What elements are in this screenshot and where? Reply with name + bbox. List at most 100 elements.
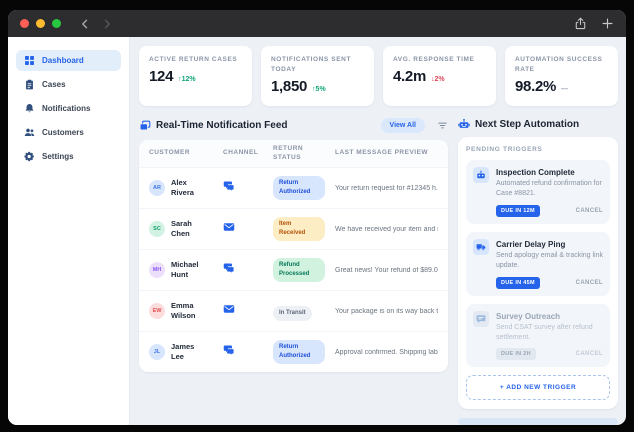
customer-name: James Lee (171, 341, 195, 361)
column-header-last-message: LAST MESSAGE PREVIEW (335, 149, 429, 157)
stat-cards-row: ACTIVE RETURN CASES 124 ↑12% NOTIFICATIO… (139, 46, 618, 106)
truck-icon (473, 238, 489, 255)
stat-card-notifications-sent: NOTIFICATIONS SENT TODAY 1,850 ↑5% (261, 46, 374, 106)
trigger-card-survey-outreach[interactable]: Survey Outreach Send CSAT survey after r… (466, 303, 610, 368)
stat-delta: ↑5% (312, 85, 326, 93)
table-header-row: CUSTOMER CHANNEL RETURN STATUS LAST MESS… (139, 140, 448, 167)
return-status-badge: Item Received (273, 217, 325, 241)
mail-channel-icon (223, 305, 235, 313)
sidebar-item-label: Settings (42, 152, 74, 161)
sidebar-item-label: Notifications (42, 104, 91, 113)
table-row[interactable]: SC Sarah Chen Item Received We have rece… (139, 208, 448, 249)
return-status-badge: Return Authorized (273, 340, 325, 364)
zoom-window-button[interactable] (52, 19, 61, 28)
stat-card-avg-response-time: AVG. RESPONSE TIME 4.2m ↓2% (383, 46, 496, 106)
stat-value: 1,850 (271, 77, 308, 95)
stat-card-automation-success-rate: AUTOMATION SUCCESS RATE 98.2% — (505, 46, 618, 106)
avatar: EW (149, 303, 165, 319)
due-badge: DUE IN 2H (496, 348, 536, 361)
channel-cell (223, 220, 273, 238)
trigger-title: Survey Outreach (496, 311, 561, 321)
column-header-channel: CHANNEL (223, 149, 259, 157)
return-status-badge: Return Authorized (273, 176, 325, 200)
trigger-description: Automated refund confirmation for Case #… (496, 180, 602, 197)
bell-icon (25, 103, 34, 113)
trigger-card-inspection-complete[interactable]: Inspection Complete Automated refund con… (466, 160, 610, 224)
avatar: AR (149, 180, 165, 196)
titlebar (8, 10, 626, 37)
dashboard-grid-icon (25, 56, 34, 65)
robot-icon (458, 118, 470, 128)
add-new-trigger-button[interactable]: + ADD NEW TRIGGER (466, 375, 610, 401)
collapsed-bottom-card (458, 418, 618, 425)
share-icon[interactable] (574, 17, 587, 30)
stat-label: AUTOMATION SUCCESS RATE (515, 56, 603, 73)
table-row[interactable]: EW Emma Wilson In Transit Your package i… (139, 290, 448, 331)
app-window: Dashboard Cases Notifications Customers (8, 10, 626, 425)
pending-triggers-card: PENDING TRIGGERS Inspection Complete Aut… (458, 137, 618, 410)
due-badge: DUE IN 45M (496, 276, 540, 289)
table-row[interactable]: MH Michael Hunt Refund Processed Great n… (139, 249, 448, 290)
sidebar-item-notifications[interactable]: Notifications (16, 98, 121, 119)
avatar: JL (149, 344, 165, 360)
filter-icon[interactable] (437, 120, 448, 131)
sidebar-item-customers[interactable]: Customers (16, 122, 121, 143)
stat-value: 4.2m (393, 67, 426, 85)
robot-icon (473, 167, 489, 183)
return-status-badge: Refund Processed (273, 258, 325, 282)
mail-channel-icon (223, 223, 235, 231)
column-header-customer: CUSTOMER (149, 149, 191, 157)
chat-channel-icon (223, 263, 235, 275)
gear-icon (24, 151, 34, 162)
sidebar: Dashboard Cases Notifications Customers (8, 37, 130, 425)
customer-name: Sarah Chen (171, 218, 192, 238)
sidebar-item-label: Dashboard (42, 56, 84, 65)
sidebar-item-label: Customers (42, 128, 84, 137)
stat-value: 98.2% (515, 77, 557, 95)
forward-chevron-icon[interactable] (101, 18, 113, 30)
table-row[interactable]: JL James Lee Return Authorized Approval … (139, 331, 448, 372)
pending-triggers-label: PENDING TRIGGERS (466, 146, 543, 153)
return-status-badge: In Transit (273, 306, 312, 321)
sidebar-item-cases[interactable]: Cases (16, 74, 121, 95)
minimize-window-button[interactable] (36, 19, 45, 28)
last-message-preview: Great news! Your refund of $89.0... (335, 266, 438, 274)
back-chevron-icon[interactable] (79, 18, 91, 30)
cancel-trigger-link[interactable]: CANCEL (575, 351, 603, 358)
table-row[interactable]: AR Alex Rivera Return Authorized Your re… (139, 167, 448, 208)
channel-cell (223, 343, 273, 361)
sidebar-item-settings[interactable]: Settings (16, 146, 121, 167)
chat-bubble-icon (473, 310, 489, 327)
chat-channel-icon (223, 181, 235, 193)
stat-label: NOTIFICATIONS SENT TODAY (271, 56, 352, 73)
stat-label: ACTIVE RETURN CASES (149, 56, 238, 63)
cancel-trigger-link[interactable]: CANCEL (575, 279, 603, 286)
stat-card-active-return-cases: ACTIVE RETURN CASES 124 ↑12% (139, 46, 252, 106)
avatar: MH (149, 262, 165, 278)
last-message-preview: Your package is on its way back t... (335, 307, 438, 315)
clipboard-icon (26, 79, 33, 90)
trigger-description: Send CSAT survey after refund settlement… (496, 323, 593, 341)
trigger-description: Send apology email & tracking link updat… (496, 251, 604, 269)
avatar: SC (149, 221, 165, 237)
sidebar-item-label: Cases (42, 80, 66, 89)
new-tab-plus-icon[interactable] (601, 17, 614, 30)
last-message-preview: Your return request for #12345 h... (335, 184, 438, 192)
cancel-trigger-link[interactable]: CANCEL (575, 207, 603, 214)
stat-delta: ↓2% (431, 75, 445, 83)
trigger-title: Carrier Delay Ping (496, 239, 566, 249)
feed-cards-icon (139, 120, 151, 130)
last-message-preview: We have received your item and i... (335, 225, 438, 233)
notification-feed-section: Real-Time Notification Feed View All CUS… (139, 118, 448, 425)
trigger-card-carrier-delay-ping[interactable]: Carrier Delay Ping Send apology email & … (466, 231, 610, 296)
due-badge: DUE IN 12M (496, 204, 540, 217)
main-content: ACTIVE RETURN CASES 124 ↑12% NOTIFICATIO… (130, 37, 626, 425)
close-window-button[interactable] (20, 19, 29, 28)
stat-delta: — (561, 85, 569, 93)
traffic-lights (20, 19, 61, 28)
view-all-button[interactable]: View All (380, 118, 425, 133)
feed-title: Real-Time Notification Feed (156, 120, 288, 131)
next-step-automation-panel: Next Step Automation PENDING TRIGGERS I (458, 118, 618, 425)
stat-delta: ↑12% (178, 75, 196, 83)
sidebar-item-dashboard[interactable]: Dashboard (16, 50, 121, 71)
